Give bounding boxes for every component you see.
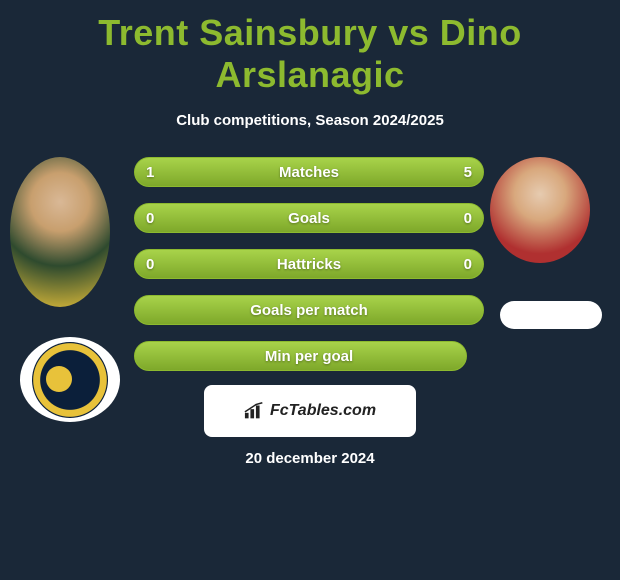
logo-label: FcTables.com bbox=[270, 402, 376, 420]
stat-row: Goals per match bbox=[134, 295, 484, 325]
stat-bar-fill bbox=[134, 249, 484, 279]
club-badge-left-icon bbox=[32, 342, 108, 418]
chart-icon bbox=[244, 402, 266, 420]
page-title: Trent Sainsbury vs Dino Arslanagic bbox=[0, 0, 620, 96]
stat-bar-fill bbox=[134, 203, 484, 233]
stat-row: 00Goals bbox=[134, 203, 484, 233]
player-left-avatar bbox=[10, 157, 110, 307]
player-right-avatar bbox=[490, 157, 590, 263]
club-badge-left bbox=[20, 337, 120, 422]
stat-bar-fill bbox=[134, 295, 484, 325]
stat-bar-fill bbox=[134, 157, 484, 187]
subtitle: Club competitions, Season 2024/2025 bbox=[0, 112, 620, 129]
stat-row: 15Matches bbox=[134, 157, 484, 187]
fctables-logo-text: FcTables.com bbox=[244, 402, 376, 420]
stat-row: Min per goal bbox=[134, 341, 484, 371]
stat-bars: 15Matches 00Goals 00Hattricks Goals per mat… bbox=[134, 157, 484, 387]
stat-row: 00Hattricks bbox=[134, 249, 484, 279]
club-badge-right bbox=[500, 301, 602, 329]
snapshot-date: 20 december 2024 bbox=[0, 450, 620, 467]
fctables-logo: FcTables.com bbox=[204, 385, 416, 437]
stat-bar-fill bbox=[134, 341, 467, 371]
